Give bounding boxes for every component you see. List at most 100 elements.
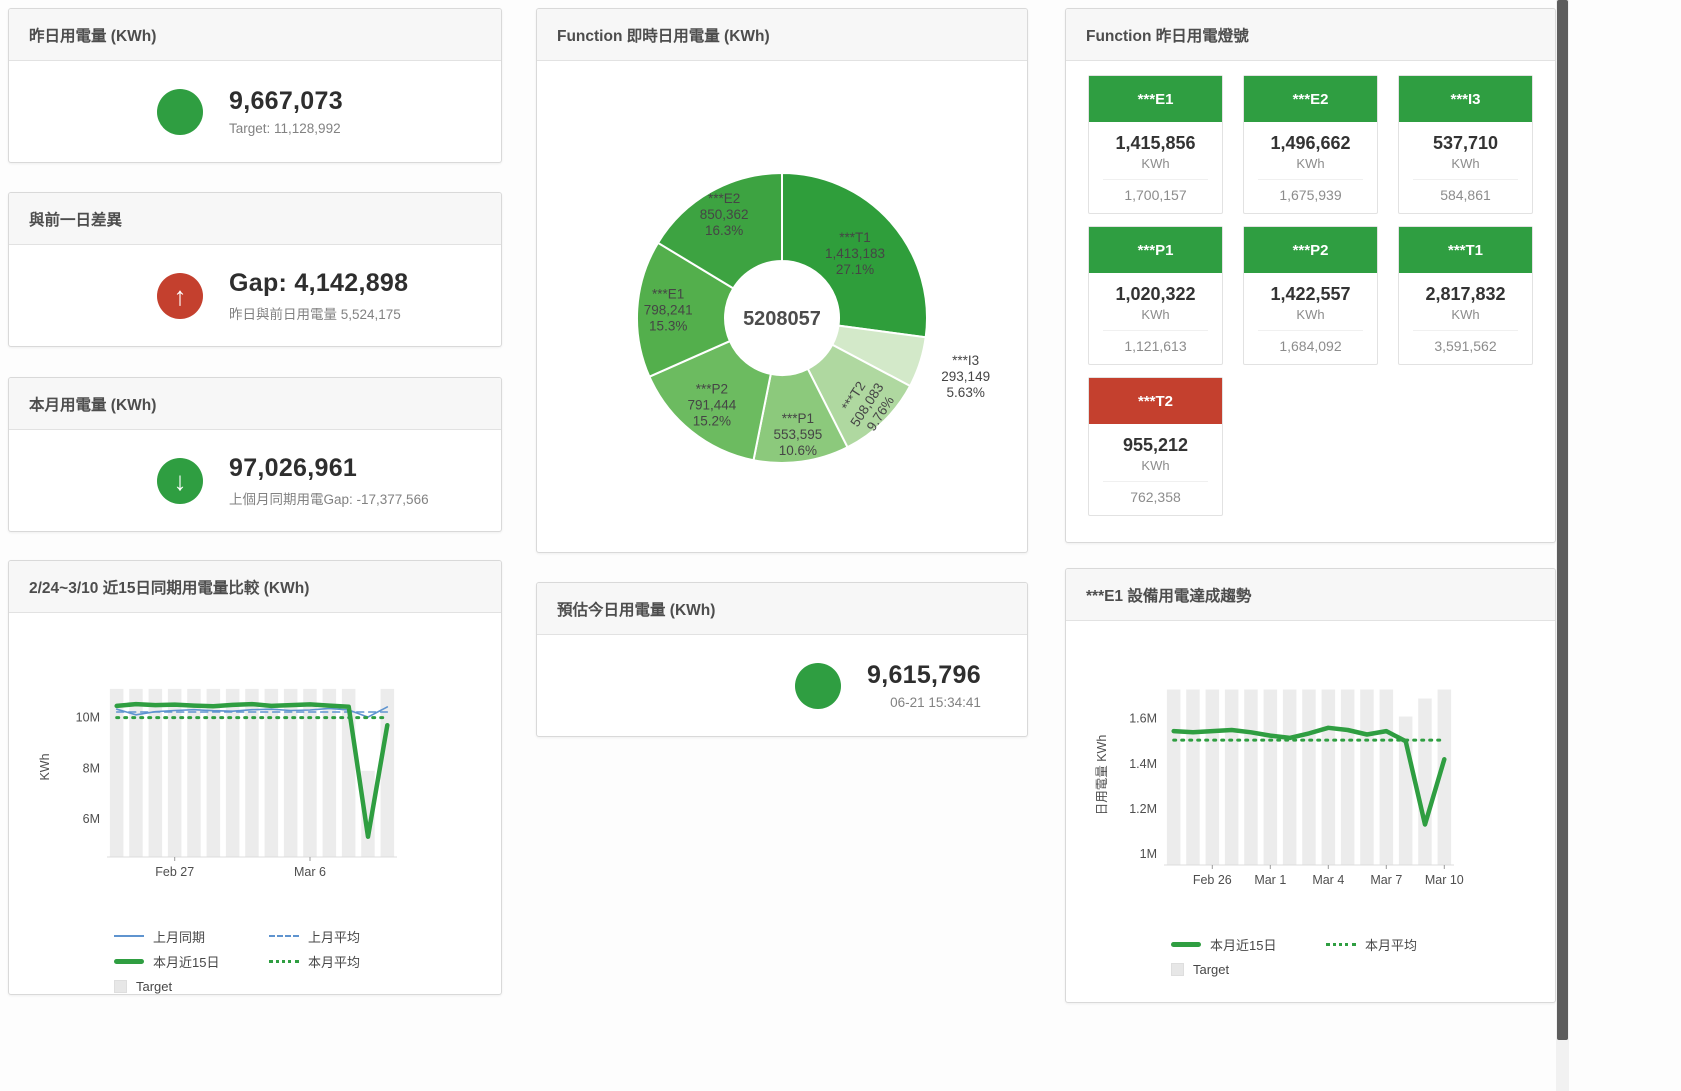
target-bar xyxy=(264,688,279,857)
light-card-unit: KWh xyxy=(1296,307,1325,322)
panel-month-usage: 本月用電量 (KWh) ↓ 97,026,961 上個月同期用電Gap: -17… xyxy=(8,377,502,532)
light-card-unit: KWh xyxy=(1296,156,1325,171)
light-card-unit: KWh xyxy=(1141,156,1170,171)
scrollbar-track[interactable] xyxy=(1556,0,1569,1091)
kpi-value: Gap: 4,142,898 xyxy=(229,268,409,297)
light-card-target: 3,591,562 xyxy=(1413,330,1518,354)
light-card-value: 1,422,557 xyxy=(1270,284,1351,304)
light-card-value: 537,710 xyxy=(1432,133,1499,153)
donut-slice-label: ***E2 850,362 16.3% xyxy=(700,191,749,238)
light-card-E1: ***E1 1,415,856 KWh 1,700,157 xyxy=(1088,75,1223,214)
kpi-value: 9,667,073 xyxy=(229,87,343,115)
light-card-label: ***P1 xyxy=(1089,227,1222,273)
legend-swatch-line-blue xyxy=(114,935,144,937)
series-thin xyxy=(115,706,389,718)
panel-realtime-usage-donut: Function 即時日用電量 (KWh) ***T1 1,413,183 27.1… xyxy=(536,8,1028,553)
target-bar xyxy=(1224,689,1239,865)
comparison-chart[interactable]: 6M 8M 10M Feb 27 Mar 6 KWh xyxy=(19,665,489,907)
kpi-subtitle: 上個月同期用電Gap: -17,377,566 xyxy=(229,491,429,507)
y-tick-label: 6M xyxy=(83,812,100,826)
target-bar xyxy=(225,688,240,857)
donut-slice-P2[interactable] xyxy=(648,339,772,462)
lights-grid: ***E1 1,415,856 KWh 1,700,157 ***E2 1,496,662… xyxy=(1066,61,1555,530)
legend-label: Target xyxy=(136,978,173,994)
light-card-P2: ***P2 1,422,557 KWh 1,684,092 xyxy=(1243,226,1378,365)
light-card-T2: ***T2 955,212 KWh 762,358 xyxy=(1088,377,1223,516)
light-card-label: ***I3 xyxy=(1399,76,1532,122)
legend-item[interactable]: 本月近15日 xyxy=(114,951,269,971)
y-tick-label: 1M xyxy=(1140,847,1157,861)
light-card-label: ***T2 xyxy=(1089,378,1222,424)
target-bar xyxy=(1244,689,1258,865)
legend-item[interactable]: 上月平均 xyxy=(269,926,434,946)
y-tick-label: 8M xyxy=(83,761,100,775)
legend-swatch-thick-green xyxy=(114,958,144,964)
scrollbar-thumb[interactable] xyxy=(1557,0,1568,1040)
light-card-target: 762,358 xyxy=(1103,481,1208,505)
panel-e1-trend: ***E1 設備用電達成趨勢 1M 1.2M 1.4M 1.6M Feb 26 Mar 1… xyxy=(1065,568,1556,1003)
legend-swatch-thick-green xyxy=(1171,941,1201,947)
kpi-subtitle: 06-21 15:34:41 xyxy=(890,695,981,710)
panel-15day-comparison: 2/24~3/10 近15日同期用電量比較 (KWh) 6M 8M 10M Feb 2… xyxy=(8,560,502,995)
target-bar xyxy=(167,688,182,857)
x-tick-label: Feb 26 xyxy=(1193,873,1232,887)
legend-item[interactable]: Target xyxy=(114,976,269,994)
target-bar xyxy=(283,688,298,857)
arrow-down-circle-icon: ↓ xyxy=(157,457,203,504)
target-bar xyxy=(206,688,221,857)
legend-swatch-dash-blue xyxy=(269,935,299,937)
target-bar xyxy=(1205,689,1220,865)
target-bar xyxy=(109,688,124,857)
legend-item[interactable]: 本月近15日 xyxy=(1171,934,1326,954)
panel-title: 昨日用電量 (KWh) xyxy=(29,27,157,45)
panel-title: 2/24~3/10 近15日同期用電量比較 (KWh) xyxy=(29,579,310,597)
kpi-body: ↓ 97,026,961 上個月同期用電Gap: -17,377,566 xyxy=(9,430,501,531)
legend-item[interactable]: 上月同期 xyxy=(114,926,269,946)
legend-label: 本月近15日 xyxy=(153,954,220,970)
status-circle-icon xyxy=(157,88,203,135)
y-axis-label: KWh xyxy=(38,753,52,780)
donut-slice-T1[interactable] xyxy=(781,171,928,339)
light-card-value: 955,212 xyxy=(1122,435,1189,455)
light-card-label: ***E2 xyxy=(1244,76,1377,122)
x-tick-label: Mar 1 xyxy=(1254,873,1286,887)
light-card-value: 2,817,832 xyxy=(1425,284,1506,304)
light-card-target: 584,861 xyxy=(1413,179,1518,203)
legend-swatch-bar-gray xyxy=(1171,962,1184,976)
donut-slice-E1[interactable] xyxy=(635,241,735,379)
panel-header: 本月用電量 (KWh) xyxy=(9,378,501,430)
donut-slice-E2[interactable] xyxy=(656,171,783,290)
light-card-unit: KWh xyxy=(1451,307,1480,322)
donut-slice-label: ***T1 1,413,183 27.1% xyxy=(825,230,885,277)
kpi-body: 9,667,073 Target: 11,128,992 xyxy=(9,61,501,162)
legend-label: 本月近15日 xyxy=(1210,937,1277,953)
light-card-unit: KWh xyxy=(1141,307,1170,322)
target-bar xyxy=(1166,689,1181,865)
donut-center-total: 5208057 xyxy=(743,308,821,330)
light-card-value: 1,020,322 xyxy=(1115,284,1196,304)
light-card-target: 1,700,157 xyxy=(1103,179,1208,203)
target-bar xyxy=(129,688,143,857)
legend-label: 本月平均 xyxy=(308,954,361,970)
donut-slice-label: ***P2 791,444 15.2% xyxy=(687,381,736,428)
legend-item[interactable]: Target xyxy=(1171,959,1326,979)
target-bar xyxy=(245,688,259,857)
e1-trend-chart[interactable]: 1M 1.2M 1.4M 1.6M Feb 26 Mar 1 Mar 4 Mar 7 Mar 1… xyxy=(1076,673,1546,915)
x-tick-label: Mar 7 xyxy=(1370,873,1402,887)
panel-estimated-today: 預估今日用電量 (KWh) 9,615,796 06-21 15:34:41 xyxy=(536,582,1028,737)
kpi-text: Gap: 4,142,898 昨日與前日用電量 5,524,175 xyxy=(229,269,408,323)
panel-title: ***E1 設備用電達成趨勢 xyxy=(1086,587,1252,605)
kpi-subtitle: Target: 11,128,992 xyxy=(229,121,341,136)
y-tick-label: 1.2M xyxy=(1129,802,1157,816)
panel-header: ***E1 設備用電達成趨勢 xyxy=(1066,569,1555,621)
light-card-target: 1,121,613 xyxy=(1103,330,1208,354)
panel-title: 預估今日用電量 (KWh) xyxy=(557,601,716,619)
realtime-usage-donut-chart[interactable]: ***T1 1,413,183 27.1%***I3 293,149 5.63%***T… xyxy=(547,73,1017,513)
legend-item[interactable]: 本月平均 xyxy=(269,951,434,971)
target-bar xyxy=(1379,689,1394,865)
target-bar xyxy=(1360,689,1374,865)
legend-item[interactable]: 本月平均 xyxy=(1326,934,1491,954)
kpi-value: 9,615,796 xyxy=(867,661,981,689)
target-bar xyxy=(1282,689,1297,865)
target-bar xyxy=(361,770,375,857)
